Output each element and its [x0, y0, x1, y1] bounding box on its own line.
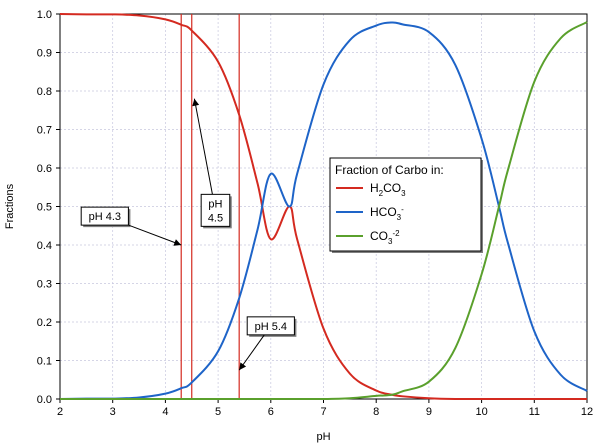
series-line-h2co3	[59, 13, 587, 401]
y-tick-label: 0.8	[37, 86, 52, 98]
annotation-arrow-line	[193, 98, 213, 195]
annotation-label: 4.5	[208, 212, 223, 224]
y-tick-label: 0.7	[37, 125, 52, 137]
annotation-1: pH 4.5	[192, 98, 232, 229]
legend: Fraction of Carbo in: H2CO3 HCO3- CO3-2	[329, 157, 483, 253]
y-tick-label: 0.5	[37, 202, 52, 214]
annotations: pH 4.3 pH 4.5 pH 5.4	[80, 98, 297, 371]
annotation-label: pH	[208, 198, 222, 210]
annotation-label: pH 5.4	[255, 321, 287, 333]
annotation-arrow-line	[128, 224, 182, 246]
annotation-2: pH 5.4	[238, 316, 297, 371]
y-tick-label: 0.6	[37, 163, 52, 175]
legend-entry-label: CO3-2	[370, 229, 400, 246]
legend-entry-label: HCO3-	[370, 205, 404, 222]
ph-marker-lines	[180, 14, 240, 399]
annotation-box	[200, 193, 231, 227]
x-tick-label: 2	[57, 406, 63, 418]
x-tick-label: 11	[529, 406, 540, 418]
series-lines	[59, 13, 588, 401]
x-tick-label: 4	[162, 406, 168, 418]
y-tick-label: 0.2	[37, 317, 52, 329]
x-tick-label: 10	[475, 406, 487, 418]
annotation-arrow-head	[192, 98, 200, 107]
x-tick-label: 9	[426, 406, 432, 418]
x-tick-label: 12	[581, 406, 593, 418]
y-axis-ticks: 0.0 0.1 0.2 0.3 0.4 0.5 0.6 0.7 0.8 0.9 1.0	[37, 9, 60, 406]
x-tick-label: 6	[268, 406, 274, 418]
annotation-box	[246, 316, 295, 336]
x-tick-label: 3	[110, 406, 116, 418]
y-tick-label: 0.3	[37, 279, 52, 291]
annotation-box	[80, 206, 129, 226]
annotation-arrow-head	[173, 239, 182, 246]
annotation-label: pH 4.3	[89, 211, 121, 223]
y-tick-label: 0.4	[37, 240, 52, 252]
y-tick-label: 0.1	[37, 356, 52, 368]
x-tick-label: 7	[320, 406, 326, 418]
x-axis-title: pH	[316, 431, 330, 443]
x-tick-label: 5	[215, 406, 221, 418]
annotation-arrow-head	[239, 362, 247, 371]
y-tick-label: 0.0	[37, 394, 52, 406]
x-axis-ticks: 2 3 4 5 6 7 8 9 10 11 12	[57, 399, 593, 418]
annotation-arrow-line	[238, 334, 265, 371]
y-axis-title: Fractions	[4, 183, 16, 229]
legend-entry-label: H2CO3	[370, 181, 406, 198]
legend-title: Fraction of Carbo in:	[335, 163, 444, 177]
series-line-co3-2	[59, 21, 588, 401]
y-tick-label: 1.0	[37, 9, 52, 21]
annotation-0: pH 4.3	[80, 206, 182, 246]
x-tick-label: 8	[373, 406, 379, 418]
y-tick-label: 0.9	[37, 48, 52, 60]
